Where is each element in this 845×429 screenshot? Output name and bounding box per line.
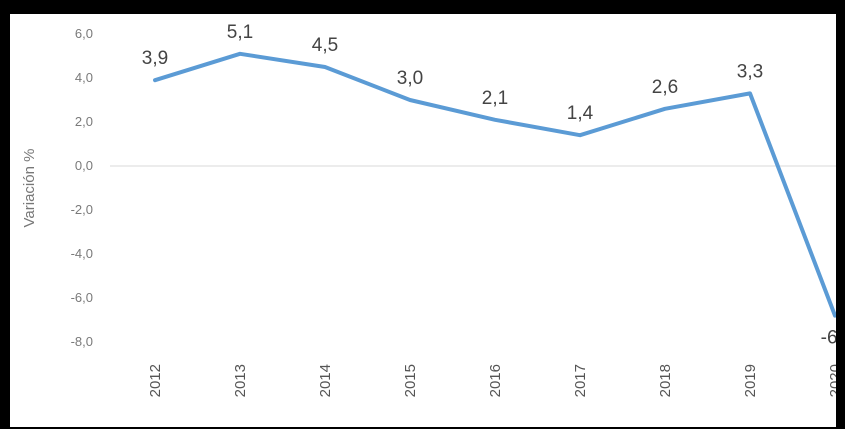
- y-tick-label: 2,0: [75, 114, 93, 129]
- y-tick-label: -6,0: [71, 290, 93, 305]
- y-tick-label: 4,0: [75, 70, 93, 85]
- chart-frame: Variación % 6,0 4,0 2,0 0,0 -2,0 -4,0 -6,0 -8,0…: [10, 14, 836, 427]
- y-tick-label: -8,0: [71, 334, 93, 349]
- data-label: -6,8: [821, 328, 836, 349]
- y-tick-label: 6,0: [75, 26, 93, 41]
- x-tick-label: 2018: [657, 364, 674, 397]
- data-label: 3,0: [397, 68, 423, 89]
- x-tick-label: 2014: [317, 364, 334, 397]
- data-label: 5,1: [227, 22, 253, 43]
- x-tick-label: 2012: [147, 364, 164, 397]
- series-line: [153, 51, 836, 318]
- y-tick-label: 0,0: [75, 158, 93, 173]
- x-tick-label: 2019: [742, 364, 759, 397]
- y-tick-label: -2,0: [71, 202, 93, 217]
- line-chart: Variación % 6,0 4,0 2,0 0,0 -2,0 -4,0 -6,0 -8,0…: [21, 22, 836, 397]
- y-tick-label: -4,0: [71, 246, 93, 261]
- x-tick-label: 2016: [487, 364, 504, 397]
- y-axis-ticks: 6,0 4,0 2,0 0,0 -2,0 -4,0 -6,0 -8,0: [71, 26, 93, 349]
- y-axis-label: Variación %: [21, 149, 38, 228]
- data-label: 2,1: [482, 88, 508, 109]
- data-label: 4,5: [312, 35, 338, 56]
- data-label: 3,9: [142, 48, 168, 69]
- x-tick-label: 2017: [572, 364, 589, 397]
- data-labels: 3,9 5,1 4,5 3,0 2,1 1,4 2,6 3,3 -6,8: [142, 22, 836, 349]
- x-tick-label: 2015: [402, 364, 419, 397]
- x-axis-ticks: 2012 2013 2014 2015 2016 2017 2018 2019 2020: [147, 364, 836, 397]
- data-label: 3,3: [737, 61, 763, 82]
- data-label: 2,6: [652, 77, 678, 98]
- x-tick-label: 2013: [232, 364, 249, 397]
- data-label: 1,4: [567, 103, 594, 124]
- x-tick-label: 2020: [827, 364, 836, 397]
